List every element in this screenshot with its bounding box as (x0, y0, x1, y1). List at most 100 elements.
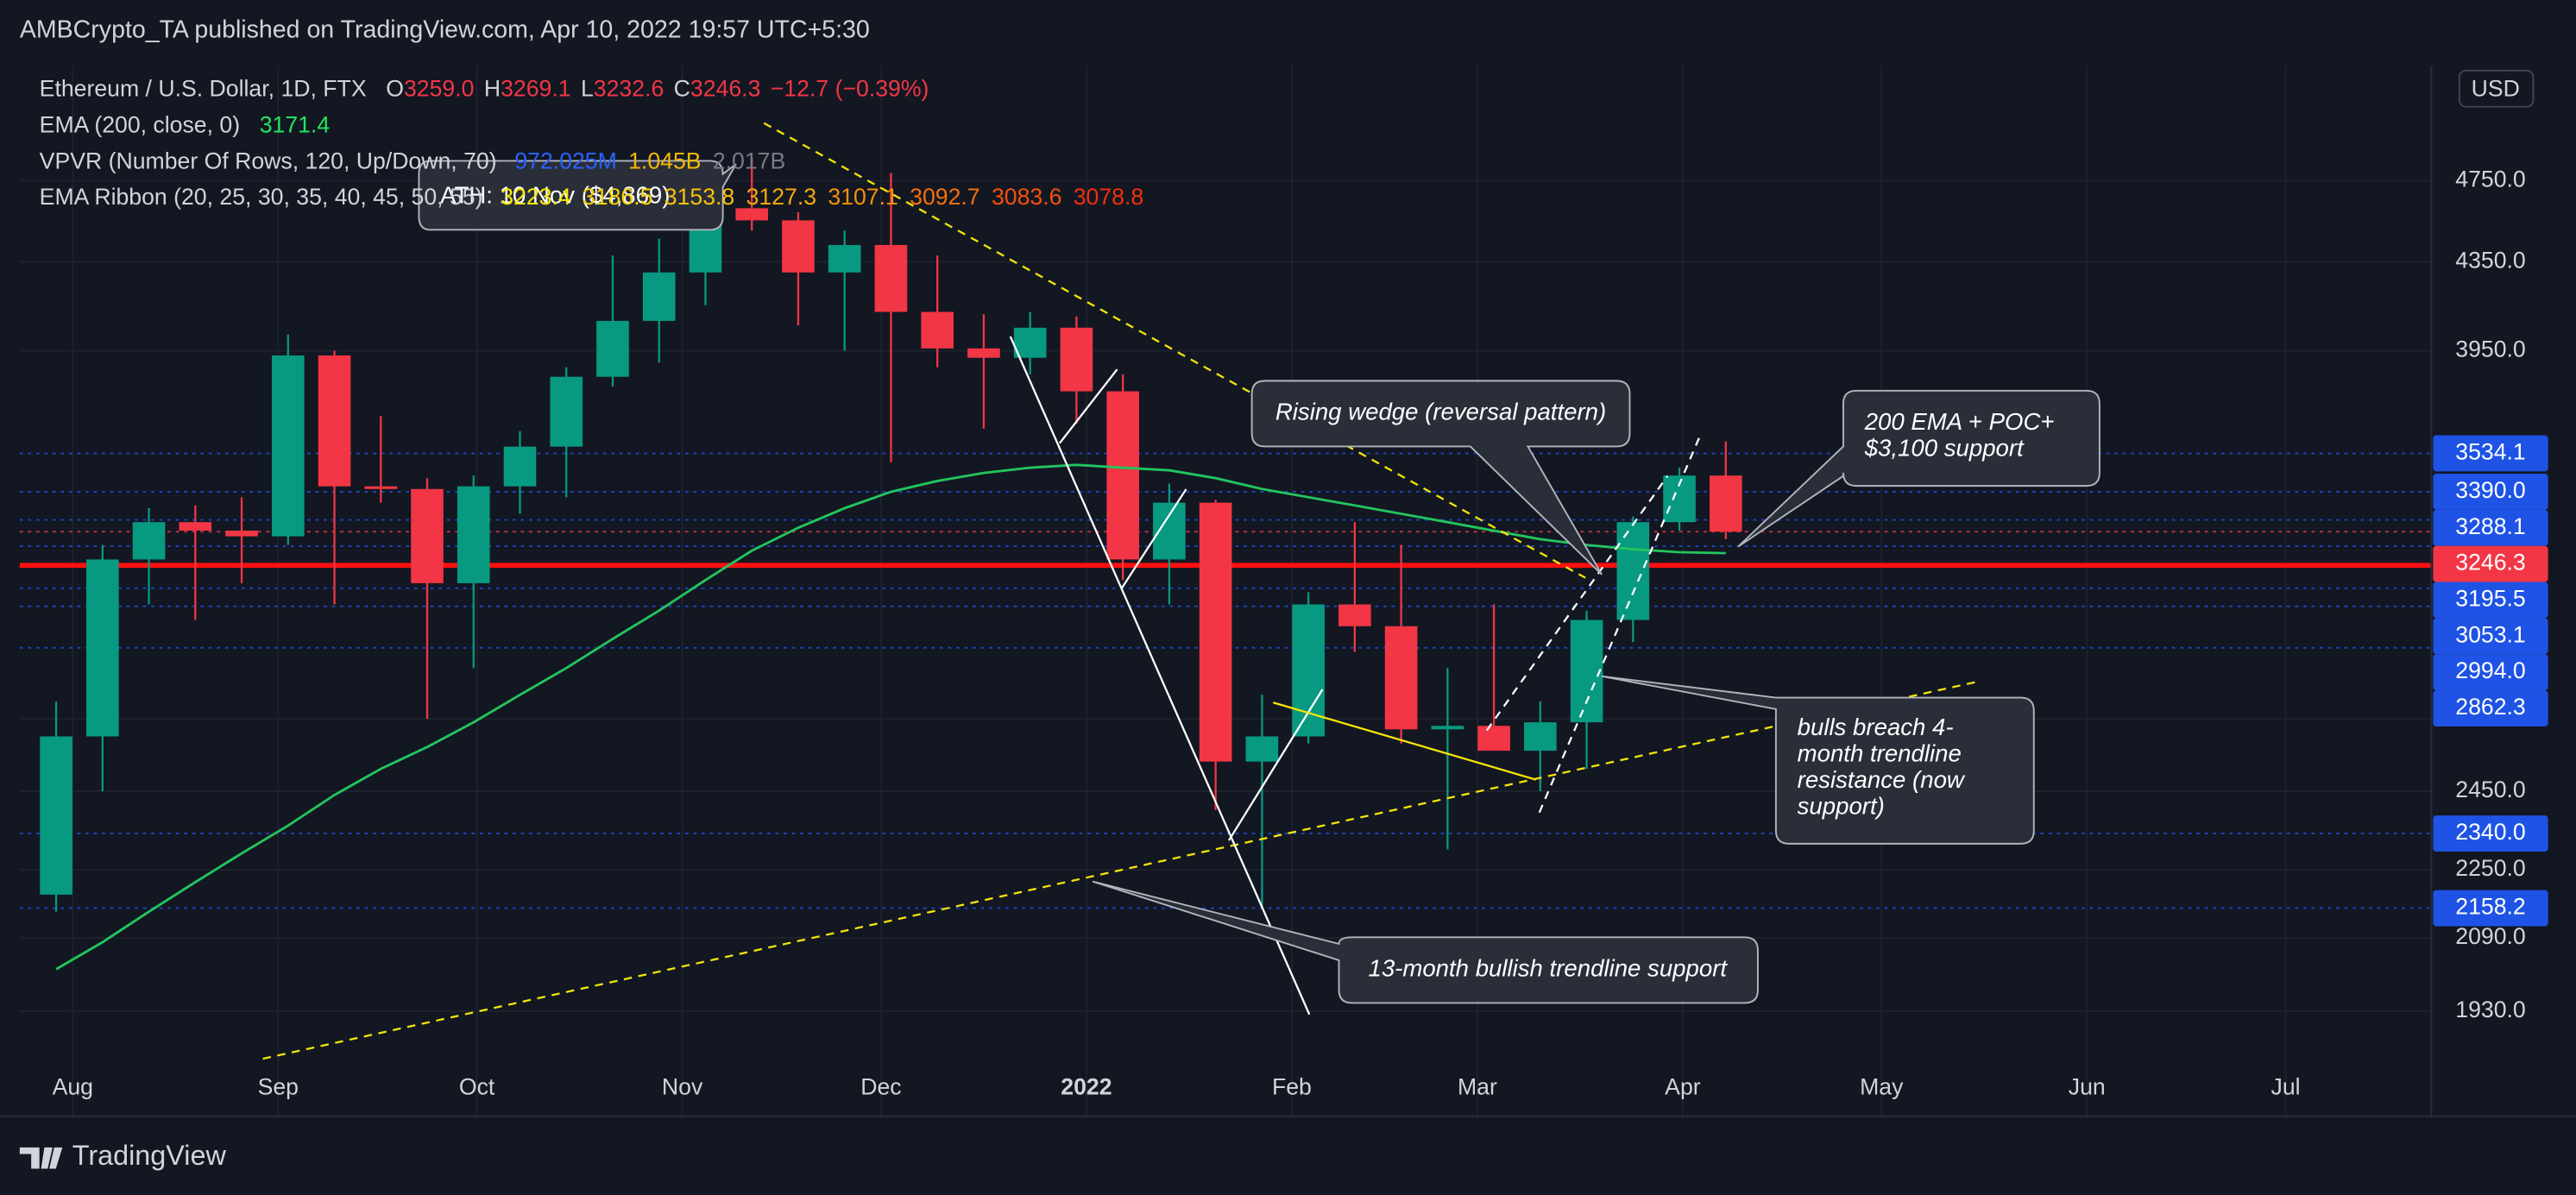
level-label-box (2433, 654, 2548, 691)
change: −12.7 (−0.39%) (771, 76, 929, 102)
indicator-value: 2.017B (713, 148, 785, 173)
annotation-text: 200 EMA + POC+ (1864, 408, 2055, 435)
trendline (1121, 488, 1187, 588)
candle-body (132, 522, 166, 560)
y-tick-label: 4750.0 (2455, 166, 2525, 192)
candle-body (1292, 604, 1325, 737)
candle-body (1477, 726, 1510, 752)
level-label-box (2433, 618, 2548, 655)
annotation-text: resistance (now (1798, 766, 1966, 793)
level-label-box (2433, 473, 2548, 510)
x-tick-label: Mar (1458, 1073, 1497, 1099)
indicator-value: 3107.1 (828, 184, 898, 210)
ohlc-value: 3246.3 (690, 76, 760, 102)
trendline (1009, 336, 1311, 1016)
level-label-box (2433, 815, 2548, 852)
x-tick-label: Dec (860, 1073, 901, 1099)
indicator-value: 3083.6 (992, 184, 1061, 210)
ohlc-key: L (581, 76, 594, 102)
candle-body (596, 320, 629, 377)
candle-body (1524, 722, 1557, 752)
candle-body (1431, 726, 1464, 730)
y-tick-label: 4350.0 (2455, 247, 2525, 273)
level-label-box (2433, 890, 2548, 927)
level-label: 2862.3 (2455, 694, 2525, 720)
candle-body (874, 244, 908, 312)
y-tick-label: 2450.0 (2455, 777, 2525, 802)
trendline (1058, 368, 1118, 444)
candle-body (642, 272, 676, 321)
currency[interactable]: USD (2472, 76, 2520, 102)
candle-body (1570, 620, 1603, 723)
ohlc-value: 3232.6 (594, 76, 664, 102)
annotation-box (418, 160, 737, 231)
currency-box[interactable] (2458, 69, 2535, 108)
annotation-text: month trendline (1798, 739, 1962, 766)
trendline (1227, 689, 1324, 841)
annotation-box (1737, 389, 2100, 548)
x-tick-label: Feb (1272, 1073, 1312, 1099)
x-tick-label: Oct (459, 1073, 495, 1099)
candle-body (828, 244, 861, 273)
indicator-value: 3127.3 (746, 184, 816, 210)
legend-line: Ethereum / U.S. Dollar, 1D, FTX O3259.0 H… (40, 76, 929, 102)
candle-body (1384, 626, 1418, 730)
x-tick-label: Sep (258, 1073, 299, 1099)
x-tick-label: 2022 (1061, 1073, 1112, 1099)
level-label: 2340.0 (2455, 819, 2525, 845)
y-tick-label: 3950.0 (2455, 336, 2525, 362)
indicator-name: EMA (200, close, 0) (40, 112, 240, 138)
candle-body (1013, 327, 1047, 358)
candle-body (457, 486, 490, 583)
wedge-line (1485, 475, 1669, 732)
annotation-box (1601, 675, 2035, 845)
level-label-box (2433, 545, 2548, 582)
indicator-value: 3171.4 (260, 112, 331, 138)
indicator-name: EMA Ribbon (20, 25, 30, 35, 40, 45, 50, … (40, 184, 483, 210)
x-tick-label: Aug (53, 1073, 93, 1099)
level-label: 3195.5 (2455, 586, 2525, 612)
legend-line: EMA Ribbon (20, 25, 30, 35, 40, 45, 50, … (40, 184, 1144, 210)
ema-line (55, 463, 1726, 971)
candle-body (86, 559, 119, 737)
candle-body (1245, 736, 1279, 762)
indicator-value: 3186.5 (583, 184, 652, 210)
candle-body (1338, 604, 1371, 626)
candle-body (735, 208, 769, 221)
axes: 1930.02090.02250.02450.02650.03950.04350… (53, 166, 2548, 1099)
ohlc-key: O (386, 76, 404, 102)
indicator-value: 3153.8 (664, 184, 734, 210)
logo-icon (19, 1147, 63, 1169)
level-label-box (2433, 690, 2548, 726)
annotation-box (1250, 380, 1631, 575)
candle-body (921, 311, 954, 349)
trendlines (262, 122, 1981, 1060)
candle-body (1060, 327, 1093, 392)
x-tick-label: Nov (662, 1073, 703, 1099)
candle-body (179, 522, 212, 531)
candle-body (411, 488, 444, 583)
annotations: ATH: 10 Nov ($4,869) Rising wedge (rever… (418, 160, 2100, 1004)
annotation-text: $3,100 support (1864, 435, 2025, 462)
candle-body (1616, 522, 1650, 620)
x-tick-label: Jun (2069, 1073, 2106, 1099)
level-label: 2994.0 (2455, 657, 2525, 683)
brand: TradingView (72, 1140, 227, 1171)
level-label-box (2433, 435, 2548, 472)
candle-body (1106, 391, 1139, 560)
legend-line: VPVR (Number Of Rows, 120, Up/Down, 70) … (40, 148, 786, 173)
candle-body (550, 376, 583, 447)
indicator-value: 3223.4 (501, 184, 571, 210)
level-label: 3246.3 (2455, 550, 2525, 575)
level-label: 3288.1 (2455, 513, 2525, 539)
wedge-line (1538, 434, 1702, 814)
level-label-box (2433, 509, 2548, 546)
legend-line: EMA (200, close, 0) 3171.4 (40, 112, 331, 138)
publisher: AMBCrypto_TA published on TradingView.co… (20, 16, 870, 44)
candle-body (967, 348, 1000, 358)
candle-body (225, 531, 258, 537)
indicator-value: 972.025M (514, 148, 616, 173)
candle-body (40, 736, 72, 895)
